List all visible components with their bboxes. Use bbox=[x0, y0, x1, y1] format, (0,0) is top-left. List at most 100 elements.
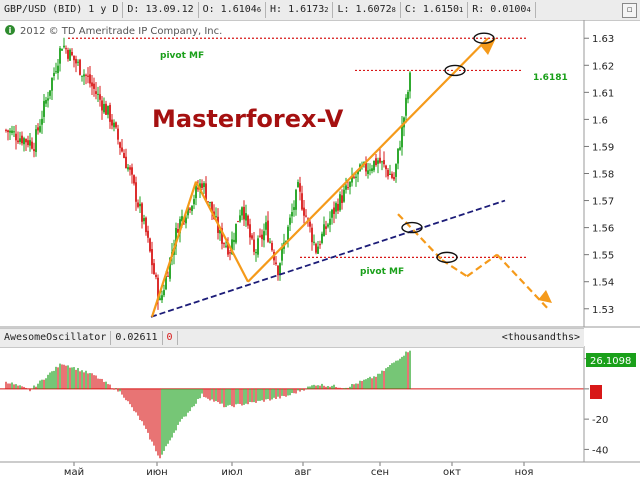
candle-body bbox=[79, 59, 81, 75]
candle-body bbox=[383, 160, 385, 165]
candle-body bbox=[255, 251, 257, 254]
projection-down-leg bbox=[466, 253, 498, 278]
candle-body bbox=[295, 189, 297, 210]
candle-body bbox=[265, 222, 267, 230]
candle-body bbox=[373, 160, 375, 171]
candle-body bbox=[321, 233, 323, 243]
time-tick-label: май bbox=[64, 467, 84, 478]
candle-body bbox=[35, 129, 37, 153]
candle-body bbox=[127, 167, 129, 170]
candle-body bbox=[401, 125, 403, 148]
candle-body bbox=[261, 234, 263, 240]
candle-body bbox=[119, 142, 121, 148]
oscillator-units: <thousandths> bbox=[501, 332, 580, 343]
candle-body bbox=[227, 243, 229, 255]
candle-body bbox=[315, 243, 317, 253]
candle-body bbox=[103, 103, 105, 113]
candle-body bbox=[365, 161, 367, 172]
candle-body bbox=[75, 58, 77, 64]
candle-body bbox=[271, 242, 273, 251]
high-value: H: 1.61732 bbox=[266, 2, 334, 18]
candle-body bbox=[207, 201, 209, 203]
candle-body bbox=[377, 160, 379, 164]
candle-body bbox=[267, 220, 269, 242]
candle-body bbox=[113, 122, 115, 128]
candle-body bbox=[211, 201, 213, 213]
projection-arrowhead bbox=[480, 38, 496, 55]
watermark-text: Masterforex-V bbox=[152, 105, 344, 133]
candle-body bbox=[395, 164, 397, 177]
window-close-icon[interactable]: ▫ bbox=[622, 3, 637, 18]
candle-body bbox=[249, 224, 251, 238]
oscillator-name[interactable]: AwesomeOscillator bbox=[0, 331, 112, 345]
candle-body bbox=[381, 161, 383, 163]
candle-body bbox=[77, 61, 79, 63]
candle-body bbox=[397, 148, 399, 164]
candle-body bbox=[327, 224, 329, 227]
candle-body bbox=[109, 104, 111, 122]
candle-body bbox=[333, 207, 335, 214]
candle-body bbox=[297, 181, 299, 188]
candle-body bbox=[89, 74, 91, 84]
candle-body bbox=[33, 149, 35, 152]
candle-body bbox=[357, 169, 359, 175]
candle-body bbox=[251, 235, 253, 239]
candle-body bbox=[57, 65, 59, 74]
candle-body bbox=[131, 167, 133, 175]
price-tick-label: 1.59 bbox=[592, 142, 614, 153]
projection-leg bbox=[247, 37, 489, 283]
candle-body bbox=[27, 140, 29, 146]
candle-body bbox=[253, 239, 255, 252]
candle-body bbox=[43, 101, 45, 117]
candle-body bbox=[63, 45, 65, 48]
candle-body bbox=[53, 72, 55, 76]
candle-body bbox=[85, 74, 87, 76]
candle-body bbox=[185, 217, 187, 224]
candle-body bbox=[15, 133, 17, 141]
candle-body bbox=[299, 183, 301, 192]
candle-body bbox=[167, 275, 169, 277]
candle-body bbox=[209, 202, 211, 204]
candle-body bbox=[201, 183, 203, 188]
candle-body bbox=[345, 185, 347, 190]
price-tick-label: 1.6 bbox=[592, 115, 608, 126]
candle-body bbox=[241, 207, 243, 216]
candle-body bbox=[325, 226, 327, 229]
projection-down-leg bbox=[397, 213, 443, 261]
candle-body bbox=[25, 138, 27, 143]
candle-body bbox=[67, 49, 69, 59]
candle-body bbox=[17, 140, 19, 143]
candle-body bbox=[257, 238, 259, 255]
candle-body bbox=[385, 165, 387, 170]
candle-body bbox=[239, 215, 241, 222]
symbol-label[interactable]: GBP/USD (BID) 1 y D bbox=[0, 2, 124, 18]
candle-body bbox=[349, 181, 351, 187]
candle-body bbox=[159, 298, 161, 300]
candle-body bbox=[317, 246, 319, 254]
time-tick-label: ноя bbox=[515, 467, 534, 478]
candle-body bbox=[197, 187, 199, 190]
quote-header: GBP/USD (BID) 1 y D D: 13.09.12 O: 1.610… bbox=[0, 0, 640, 21]
candle-body bbox=[155, 274, 157, 277]
candle-body bbox=[41, 118, 43, 125]
candle-body bbox=[347, 187, 349, 189]
candle-body bbox=[305, 215, 307, 217]
projection-down-leg bbox=[496, 253, 549, 310]
candle-body bbox=[223, 243, 225, 245]
price-tick-label: 1.56 bbox=[592, 224, 614, 235]
candle-body bbox=[95, 91, 97, 94]
candle-body bbox=[5, 129, 7, 131]
candle-body bbox=[229, 252, 231, 254]
price-tick-label: 1.53 bbox=[592, 305, 614, 316]
projection-down-arrowhead bbox=[538, 290, 552, 303]
oscillator-zero-flag: 0 bbox=[163, 331, 178, 345]
candle-body bbox=[111, 119, 113, 126]
highlight-ellipse bbox=[473, 32, 495, 44]
candle-body bbox=[147, 230, 149, 238]
candle-body bbox=[149, 238, 151, 252]
pivot-label-top: pivot MF bbox=[160, 51, 204, 61]
candle-body bbox=[235, 223, 237, 243]
oscillator-value: 0.02611 bbox=[111, 331, 163, 345]
candle-body bbox=[219, 229, 221, 234]
